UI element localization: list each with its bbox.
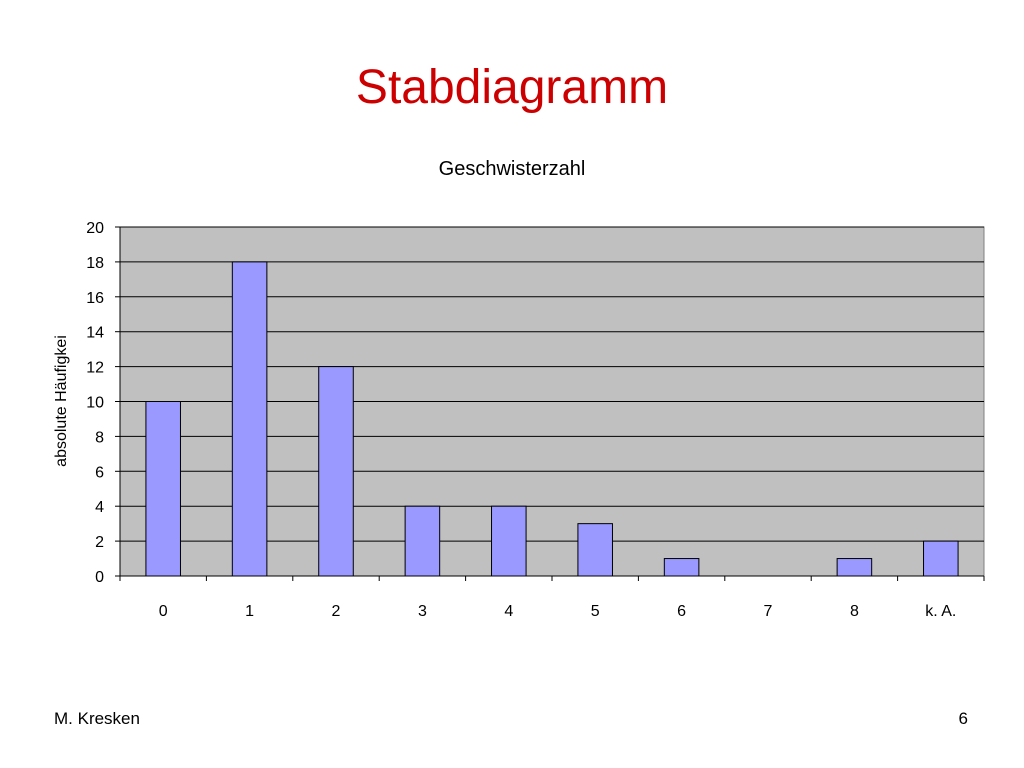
bar [836,558,873,577]
y-tick-label: 14 [86,325,104,342]
bar [318,366,354,577]
x-tick-label: k. A. [925,603,956,620]
x-tick-label: 4 [504,603,513,620]
x-tick-label: 6 [677,603,686,620]
x-tick-label: 3 [418,603,427,620]
bar [231,261,268,577]
bar [577,523,613,577]
bar [923,540,959,577]
y-tick-label: 10 [86,395,104,412]
y-tick-label: 12 [86,360,104,377]
y-tick-label: 16 [86,290,104,307]
footer-author: M. Kresken [54,709,140,728]
x-tick-label: 5 [591,603,600,620]
y-tick-label: 8 [95,429,104,446]
y-tick-label: 2 [95,534,104,551]
x-tick-label: 8 [850,603,859,620]
bar [663,558,700,577]
bar [491,505,527,577]
bar [404,505,441,577]
y-axis-label: absolute Häufigkei [53,335,70,467]
y-tick-label: 6 [95,464,104,481]
slide-title: Stabdiagramm [355,61,669,114]
bar-chart: Geschwisterzahl absolute Häufigkei 0 2 4 6 8… [53,158,985,620]
y-tick-label: 20 [86,220,104,237]
chart-title: Geschwisterzahl [439,158,586,180]
page-number: 6 [958,709,968,728]
x-tick-label: 2 [332,603,341,620]
x-tick-label: 7 [764,603,773,620]
x-tick-label: 0 [159,603,168,620]
x-tick-label: 1 [245,603,254,620]
y-tick-label: 18 [86,255,104,272]
y-tick-label: 0 [95,569,104,586]
y-tick-label: 4 [95,499,104,516]
bar [145,401,181,577]
